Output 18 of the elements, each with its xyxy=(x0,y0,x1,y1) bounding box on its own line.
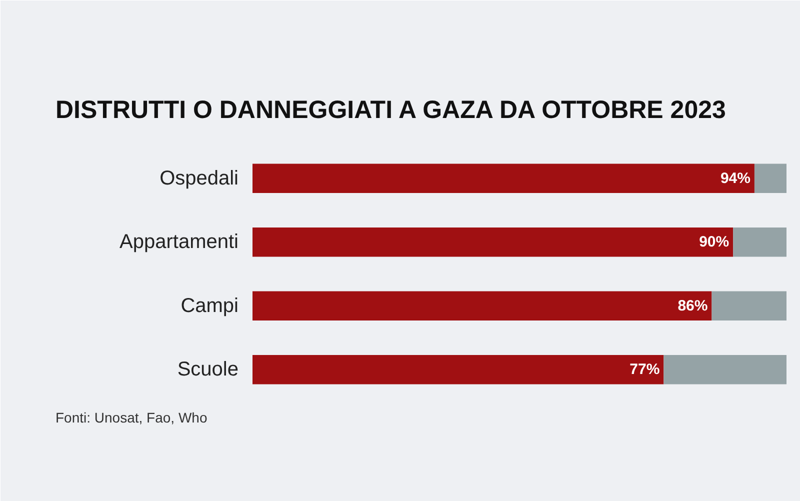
bar xyxy=(252,291,712,321)
bar xyxy=(252,164,754,194)
bar xyxy=(252,354,664,384)
bar xyxy=(733,227,786,257)
text: Fonti: Unosat, Fao, Who xyxy=(56,410,208,426)
bar xyxy=(754,164,786,194)
y-tick-label: Appartamenti xyxy=(120,231,239,254)
y-tick-label: Scuole xyxy=(177,358,239,381)
chart-title: DISTRUTTI O DANNEGGIATI A GAZA DA OTTOBRE 2023 xyxy=(56,96,726,124)
y-tick-label: Ospedali xyxy=(160,167,238,190)
bar xyxy=(712,291,786,321)
data-label: 94% xyxy=(720,170,750,187)
data-label: 90% xyxy=(699,234,730,251)
y-tick-label: Campi xyxy=(180,294,239,317)
data-label: 77% xyxy=(630,361,660,378)
bar xyxy=(664,354,786,384)
bar xyxy=(252,227,734,257)
data-label: 86% xyxy=(678,297,708,314)
